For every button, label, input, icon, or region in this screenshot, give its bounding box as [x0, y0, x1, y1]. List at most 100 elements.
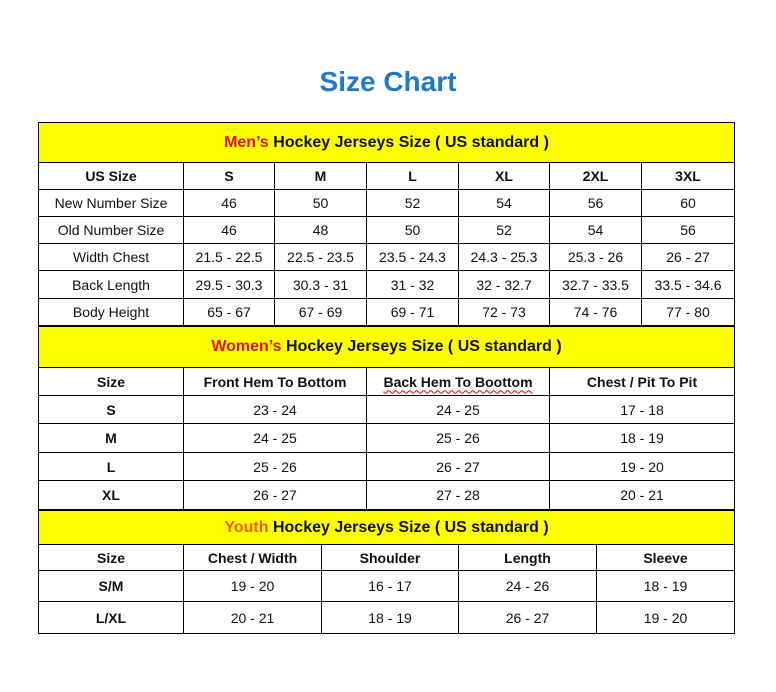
table-cell: 54: [549, 216, 642, 244]
table-cell: 31 - 32: [366, 270, 459, 299]
table-cell: 24 - 25: [366, 395, 550, 424]
men-heading-accent: Men’s: [224, 133, 269, 151]
table-row: Width Chest 21.5 - 22.5 22.5 - 23.5 23.5 - …: [38, 243, 736, 271]
table-cell: 26 - 27: [458, 601, 597, 634]
table-row: Body Height 65 - 67 67 - 69 69 - 71 72 - 73 7…: [38, 298, 736, 326]
table-cell: 20 - 21: [183, 601, 322, 634]
table-cell: 30.3 - 31: [274, 270, 367, 299]
table-cell: 33.5 - 34.6: [640, 270, 736, 299]
column-header: Sleeve: [595, 544, 736, 571]
table-cell: 26 - 27: [183, 480, 367, 510]
column-header: L: [366, 162, 459, 190]
table-cell: 16 - 17: [321, 570, 459, 602]
table-cell: 25 - 26: [366, 423, 550, 453]
table-cell: 26 - 27: [366, 452, 550, 481]
row-label: Old Number Size: [38, 216, 184, 244]
men-heading-text: Hockey Jerseys Size ( US standard ): [268, 133, 549, 151]
table-cell: 32 - 32.7: [458, 270, 550, 299]
table-cell: 52: [366, 189, 459, 217]
women-column-header-row: Size Front Hem To Bottom Back Hem To Boott…: [38, 367, 736, 396]
column-header: S: [183, 162, 275, 190]
youth-table: Youth Hockey Jerseys Size ( US standard …: [37, 510, 736, 634]
table-cell: 25 - 26: [183, 452, 367, 481]
table-cell: 21.5 - 22.5: [183, 243, 275, 271]
row-label: XL: [38, 480, 184, 510]
men-column-header-row: US Size S M L XL 2XL 3XL: [38, 162, 736, 190]
table-cell: 23 - 24: [183, 395, 367, 424]
table-cell: 29.5 - 30.3: [183, 270, 275, 299]
table-row: S 23 - 24 24 - 25 17 - 18: [38, 395, 736, 424]
row-label: Body Height: [38, 298, 184, 326]
women-heading-text: Hockey Jerseys Size ( US standard ): [281, 338, 562, 355]
row-label: Back Length: [38, 270, 184, 299]
column-header: Length: [458, 544, 597, 571]
table-cell: 74 - 76: [549, 298, 642, 326]
youth-column-header-row: Size Chest / Width Shoulder Length Sleeve: [38, 544, 736, 571]
men-section-heading: Men’s Hockey Jerseys Size ( US standard …: [37, 122, 736, 163]
column-header: Size: [38, 367, 184, 396]
column-header: XL: [458, 162, 550, 190]
table-cell: 46: [183, 216, 275, 244]
table-cell: 26 - 27: [640, 243, 736, 271]
table-row: XL 26 - 27 27 - 28 20 - 21: [38, 480, 736, 510]
youth-heading-accent: Youth: [224, 518, 269, 536]
column-header: 2XL: [549, 162, 642, 190]
men-title-row: Men’s Hockey Jerseys Size ( US standard …: [37, 122, 736, 163]
table-cell: 50: [274, 189, 367, 217]
table-cell: 50: [366, 216, 459, 244]
column-header: 3XL: [640, 162, 736, 190]
table-cell: 46: [183, 189, 275, 217]
column-header: US Size: [38, 162, 184, 190]
women-heading-accent: Women’s: [211, 338, 282, 355]
column-header: Chest / Pit To Pit: [548, 367, 736, 396]
table-cell: 24 - 26: [458, 570, 597, 602]
table-cell: 19 - 20: [595, 601, 736, 634]
table-row: Old Number Size 46 48 50 52 54 56: [38, 216, 736, 244]
table-cell: 18 - 19: [321, 601, 459, 634]
table-cell: 17 - 18: [548, 395, 736, 424]
table-cell: 18 - 19: [595, 570, 736, 602]
column-header: Front Hem To Bottom: [183, 367, 367, 396]
column-header: Shoulder: [321, 544, 459, 571]
row-label: S: [38, 395, 184, 424]
youth-heading-text: Hockey Jerseys Size ( US standard ): [268, 518, 549, 536]
table-row: New Number Size 46 50 52 54 56 60: [38, 189, 736, 217]
table-row: S/M 19 - 20 16 - 17 24 - 26 18 - 19: [38, 570, 736, 602]
youth-title-row: Youth Hockey Jerseys Size ( US standard …: [37, 510, 736, 545]
column-header: Chest / Width: [183, 544, 322, 571]
table-cell: 65 - 67: [183, 298, 275, 326]
women-section-heading: Women’s Hockey Jerseys Size ( US standar…: [37, 326, 736, 368]
table-row: Back Length 29.5 - 30.3 30.3 - 31 31 - 32 32…: [38, 270, 736, 299]
table-cell: 22.5 - 23.5: [274, 243, 367, 271]
table-cell: 67 - 69: [274, 298, 367, 326]
table-row: M 24 - 25 25 - 26 18 - 19: [38, 423, 736, 453]
column-header: M: [274, 162, 367, 190]
table-cell: 19 - 20: [183, 570, 322, 602]
row-label: L/XL: [38, 601, 184, 634]
row-label: L: [38, 452, 184, 481]
table-cell: 24.3 - 25.3: [458, 243, 550, 271]
table-cell: 60: [640, 189, 736, 217]
table-cell: 18 - 19: [548, 423, 736, 453]
row-label: Width Chest: [38, 243, 184, 271]
table-cell: 19 - 20: [548, 452, 736, 481]
men-table: Men’s Hockey Jerseys Size ( US standard …: [37, 122, 736, 326]
table-cell: 24 - 25: [183, 423, 367, 453]
table-cell: 32.7 - 33.5: [549, 270, 642, 299]
table-row: L/XL 20 - 21 18 - 19 26 - 27 19 - 20: [38, 601, 736, 634]
table-cell: 54: [458, 189, 550, 217]
table-cell: 27 - 28: [366, 480, 550, 510]
table-cell: 20 - 21: [548, 480, 736, 510]
table-cell: 23.5 - 24.3: [366, 243, 459, 271]
table-row: L 25 - 26 26 - 27 19 - 20: [38, 452, 736, 481]
size-chart: Men’s Hockey Jerseys Size ( US standard …: [37, 122, 736, 634]
table-cell: 72 - 73: [458, 298, 550, 326]
row-label: S/M: [38, 570, 184, 602]
page-title: Size Chart: [319, 66, 457, 97]
table-cell: 25.3 - 26: [549, 243, 642, 271]
row-label: New Number Size: [38, 189, 184, 217]
column-header-text: Back Hem To Boottom: [383, 373, 533, 390]
table-cell: 56: [549, 189, 642, 217]
column-header: Size: [38, 544, 184, 571]
table-cell: 56: [640, 216, 736, 244]
